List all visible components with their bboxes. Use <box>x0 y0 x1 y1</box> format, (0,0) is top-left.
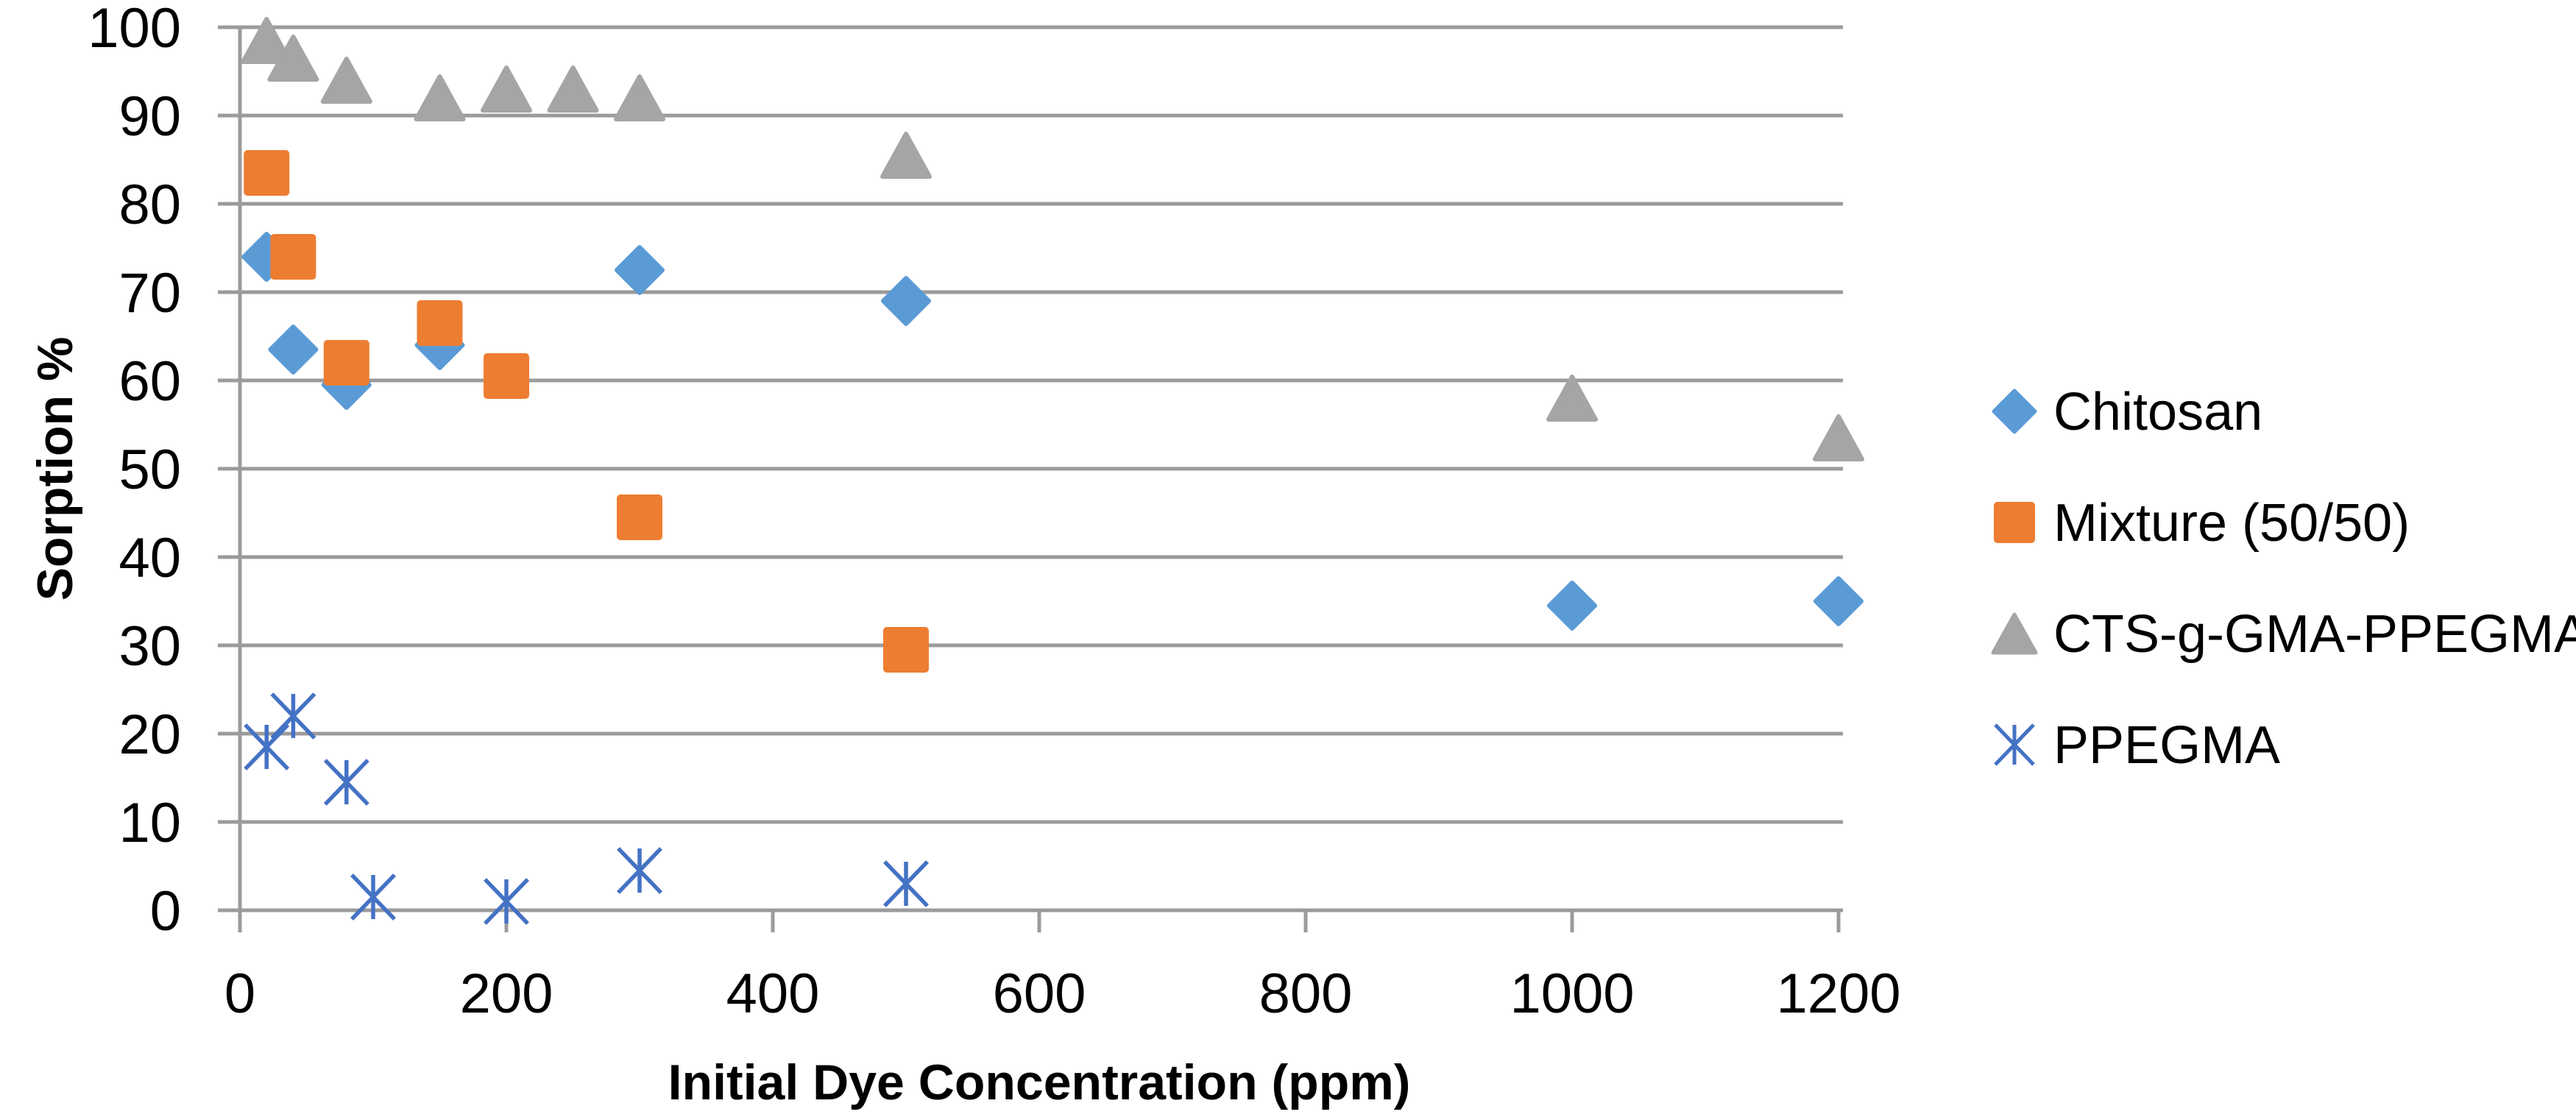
legend-item-ppegma: PPEGMA <box>1984 690 2576 801</box>
data-point <box>323 759 369 806</box>
y-tick-label: 30 <box>118 615 181 678</box>
data-point <box>414 74 466 121</box>
series-chitosan <box>241 232 1864 631</box>
x-tick-label: 1000 <box>1510 963 1634 1025</box>
data-point <box>481 65 532 113</box>
data-point <box>883 627 929 673</box>
data-point <box>1546 375 1598 422</box>
data-point <box>617 495 662 540</box>
y-tick-label: 40 <box>118 527 181 589</box>
asterisk-marker-icon <box>1994 723 2035 766</box>
x-tick-label: 1200 <box>1776 963 1900 1025</box>
y-tick-label: 0 <box>150 880 181 943</box>
y-tick-labels: 0 10 20 30 40 50 60 70 80 90 100 <box>88 0 181 943</box>
data-point <box>270 692 316 740</box>
diamond-marker-icon <box>1992 389 2037 434</box>
data-point <box>614 74 665 121</box>
x-tick-label: 400 <box>726 963 820 1025</box>
gridlines <box>240 25 1843 824</box>
data-point <box>883 860 929 907</box>
x-tick-label: 600 <box>993 963 1086 1025</box>
data-point <box>615 245 665 295</box>
data-point <box>244 150 290 196</box>
axes <box>218 25 1843 932</box>
legend-label: Mixture (50/50) <box>2053 493 2410 553</box>
chart-legend: Chitosan Mixture (50/50) CTS-g-GMA-PPEGM… <box>1984 356 2576 801</box>
triangle-marker-icon <box>1991 612 2038 655</box>
y-tick-label: 60 <box>118 350 181 413</box>
data-point <box>484 878 529 925</box>
legend-label: CTS-g-GMA-PPEGMA <box>2053 604 2576 664</box>
data-point <box>270 234 316 280</box>
data-point <box>880 132 932 179</box>
y-tick-label: 90 <box>118 85 181 148</box>
data-point <box>350 873 396 921</box>
legend-item-chitosan: Chitosan <box>1984 356 2576 467</box>
data-point <box>417 300 463 346</box>
y-tick-label: 10 <box>118 792 181 854</box>
data-point <box>1814 576 1864 626</box>
y-tick-label: 70 <box>118 262 181 325</box>
data-point <box>547 65 599 113</box>
data-point <box>320 57 372 104</box>
data-point <box>267 35 319 82</box>
x-axis-title: Initial Dye Concentration (ppm) <box>668 1055 1411 1110</box>
legend-label: PPEGMA <box>2053 715 2281 775</box>
y-tick-label: 20 <box>118 703 181 766</box>
x-tick-label: 200 <box>460 963 553 1025</box>
y-tick-label: 100 <box>88 0 181 60</box>
legend-item-cts-g-gma-ppegma: CTS-g-GMA-PPEGMA <box>1984 578 2576 690</box>
data-point <box>268 325 319 375</box>
series-ppegma <box>244 692 929 925</box>
square-marker-icon <box>1994 502 2035 543</box>
data-point <box>617 847 662 894</box>
x-tick-label: 800 <box>1259 963 1353 1025</box>
data-point <box>244 723 290 770</box>
data-point <box>323 340 369 386</box>
y-axis-title: Sorption % <box>27 336 83 601</box>
series-mixture-50-50 <box>244 150 929 673</box>
series-cts-g-gma-ppegma <box>241 17 1864 461</box>
data-point <box>881 276 931 326</box>
data-point <box>1547 581 1597 631</box>
legend-item-mixture: Mixture (50/50) <box>1984 467 2576 578</box>
data-point <box>241 17 293 64</box>
data-point <box>484 353 529 399</box>
data-point <box>1813 414 1864 461</box>
x-tick-labels: 0 200 400 600 800 1000 1200 <box>224 963 1901 1025</box>
x-tick-label: 0 <box>224 963 255 1025</box>
y-tick-label: 50 <box>118 439 181 501</box>
legend-label: Chitosan <box>2053 382 2263 442</box>
y-tick-label: 80 <box>118 174 181 236</box>
